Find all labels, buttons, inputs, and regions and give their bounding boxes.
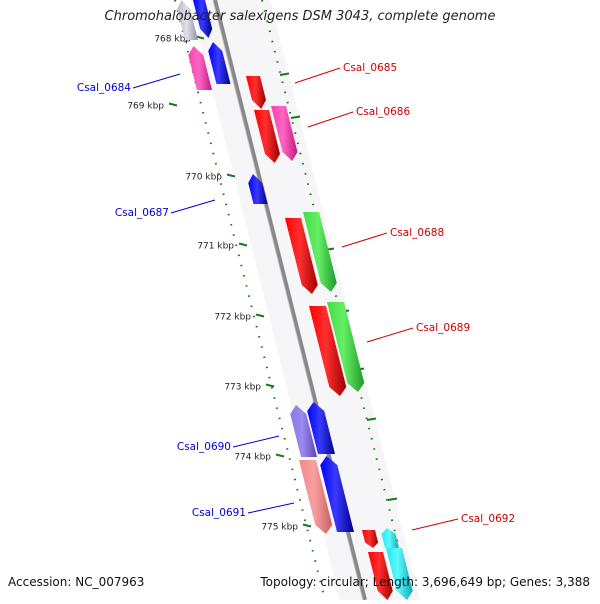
gene-arrow[interactable] [368, 552, 393, 600]
right-dotted-track [261, 0, 413, 601]
gene-leader-line [341, 232, 388, 248]
gene-arrow[interactable] [248, 174, 268, 204]
gene-arrow[interactable] [188, 46, 212, 90]
gene-labels: Csal_0684 Csal_0685 Csal_0686 Csal_0687 Csal… [77, 62, 515, 531]
kbp-label: 774 kbp [234, 453, 271, 463]
kbp-tick [226, 173, 236, 178]
gene-leader-line [170, 199, 216, 214]
gene-label[interactable]: Csal_0684 [77, 82, 131, 94]
kbp-label: 771 kbp [197, 242, 234, 252]
gene-arrow[interactable] [303, 212, 337, 292]
kbp-ticks: 768 kbp 769 kbp 770 kbp 771 kbp 772 kbp 773 k… [127, 35, 398, 533]
kbp-tick [255, 313, 265, 318]
gene-label[interactable]: Csal_0690 [177, 441, 231, 453]
kbp-tick [195, 35, 205, 40]
kbp-tick [238, 242, 248, 247]
gene-features [177, 0, 413, 600]
gene-arrow[interactable] [246, 76, 266, 109]
map-title: Chromohalobacter salexigens DSM 3043, co… [104, 9, 496, 24]
kbp-label: 770 kbp [185, 173, 222, 183]
kbp-tick [265, 383, 275, 388]
track-dash [290, 115, 301, 119]
gene-label[interactable]: Csal_0691 [192, 507, 246, 519]
gene-arrow[interactable] [386, 548, 413, 600]
gene-arrow[interactable] [327, 302, 365, 392]
gene-label[interactable]: Csal_0687 [115, 207, 169, 219]
kbp-label: 772 kbp [214, 313, 251, 323]
kbp-tick [275, 453, 285, 458]
kbp-label: 768 kbp [154, 35, 191, 45]
gene-leader-line [232, 435, 280, 448]
gene-arrow[interactable] [290, 405, 317, 457]
gene-leader-line [294, 67, 341, 84]
gene-arrow[interactable] [208, 42, 231, 84]
gene-arrow[interactable] [362, 530, 379, 548]
kbp-label: 773 kbp [224, 383, 261, 393]
gene-arrow[interactable] [307, 402, 335, 454]
accession-text: Accession: NC_007963 [8, 575, 145, 589]
track-dash [366, 417, 377, 421]
gene-leader-line [247, 502, 295, 514]
track-band [190, 0, 420, 600]
gene-arrow[interactable] [271, 106, 298, 161]
gene-arrow[interactable] [320, 456, 354, 532]
gene-arrow[interactable] [285, 218, 318, 294]
gene-leader-line [366, 327, 414, 343]
kbp-label: 769 kbp [127, 102, 164, 112]
gene-label[interactable]: Csal_0686 [356, 106, 410, 118]
topology-text: Topology: circular; Length: 3,696,649 bp… [260, 575, 590, 589]
gene-label[interactable]: Csal_0692 [461, 513, 515, 525]
gene-arrow[interactable] [309, 306, 347, 396]
kbp-tick [302, 523, 312, 528]
gene-arrow[interactable] [254, 110, 280, 163]
gene-arrow[interactable] [381, 528, 400, 548]
gene-label[interactable]: Csal_0689 [416, 322, 470, 334]
kbp-tick [168, 102, 178, 107]
gene-leader-line [411, 518, 459, 531]
track-dash [387, 497, 398, 501]
gene-label[interactable]: Csal_0688 [390, 227, 444, 239]
kbp-label: 775 kbp [261, 523, 298, 533]
left-dotted-track [174, 0, 326, 601]
gene-arrow[interactable] [177, 0, 198, 40]
gene-leader-line [307, 111, 354, 128]
gene-label[interactable]: Csal_0685 [343, 62, 397, 74]
gene-leader-line [132, 73, 181, 89]
gene-arrow[interactable] [299, 460, 333, 534]
gene-arrow[interactable] [193, 0, 213, 38]
track-dash [279, 72, 290, 76]
